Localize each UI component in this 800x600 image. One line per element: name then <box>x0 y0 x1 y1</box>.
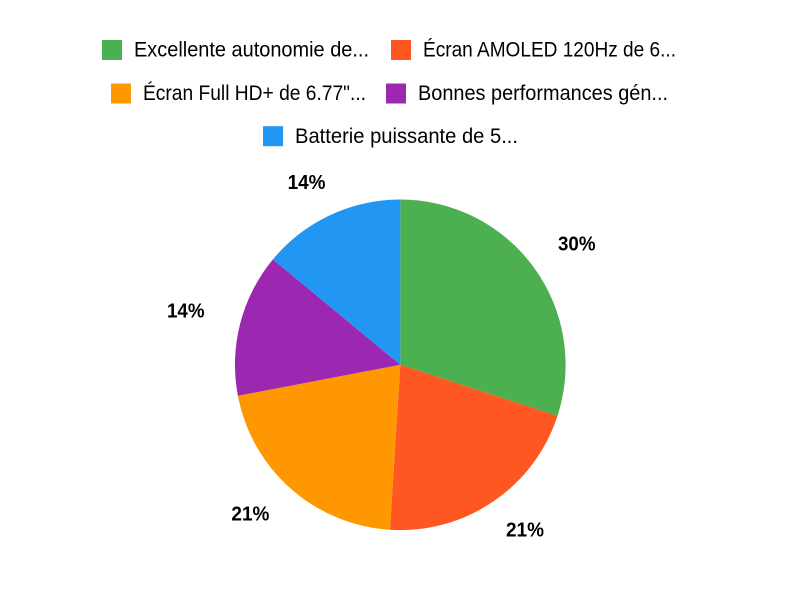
svg-text:14%: 14% <box>288 172 326 194</box>
svg-text:21%: 21% <box>506 520 544 542</box>
svg-text:Écran AMOLED 120Hz de 6...: Écran AMOLED 120Hz de 6... <box>423 39 676 62</box>
svg-text:Bonnes performances gén...: Bonnes performances gén... <box>418 82 668 105</box>
svg-text:30%: 30% <box>558 234 596 256</box>
svg-text:21%: 21% <box>231 503 269 525</box>
svg-text:14%: 14% <box>167 301 205 323</box>
svg-text:Excellente autonomie de...: Excellente autonomie de... <box>134 39 369 62</box>
svg-text:Écran Full HD+ de 6.77"...: Écran Full HD+ de 6.77"... <box>143 82 366 105</box>
svg-text:Batterie puissante de 5...: Batterie puissante de 5... <box>295 125 518 148</box>
